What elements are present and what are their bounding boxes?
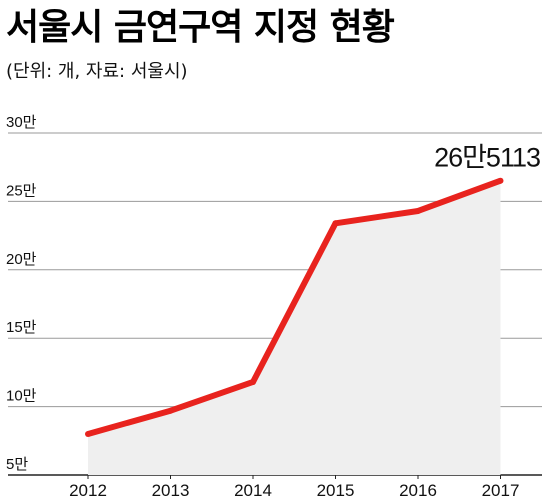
data-point-2015	[332, 220, 339, 227]
y-tick-label: 5만	[6, 456, 28, 473]
annotations: 26만5113	[434, 143, 541, 173]
x-tick-label: 2014	[234, 481, 272, 499]
y-tick-label: 10만	[6, 388, 37, 405]
area-under-line	[88, 180, 501, 476]
data-point-2014	[250, 378, 256, 385]
series-line	[87, 177, 502, 437]
chart-subtitle: (단위: 개, 자료: 서울시)	[6, 61, 188, 82]
data-point-2016	[415, 207, 421, 214]
y-tick-label: 20만	[6, 251, 37, 268]
chart-title: 서울시 금연구역 지정 현황	[6, 7, 395, 48]
x-tick-labels: 2012 2013 2014 2015 2016 2017	[69, 475, 519, 499]
x-tick-label: 2016	[399, 481, 437, 499]
data-point-2012	[85, 430, 91, 437]
x-tick-label: 2015	[317, 481, 355, 499]
series-line-layer	[85, 177, 504, 437]
y-tick-labels: 5만 10만 15만 20만 25만 30만	[6, 114, 37, 473]
y-tick-label: 25만	[6, 182, 37, 199]
y-tick-label: 15만	[6, 319, 37, 336]
data-point-2017	[497, 177, 504, 184]
area-fill	[88, 180, 501, 476]
x-tick-label: 2013	[152, 481, 190, 499]
y-tick-label: 30만	[6, 114, 37, 131]
x-tick-label: 2012	[69, 481, 107, 499]
data-point-2013	[167, 407, 174, 414]
x-tick-label: 2017	[482, 481, 520, 499]
value-annotation: 26만5113	[434, 143, 540, 173]
